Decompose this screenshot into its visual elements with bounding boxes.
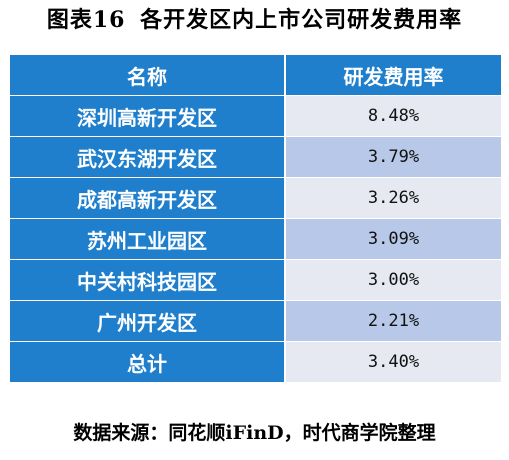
column-header-rate: 研发费用率 <box>285 54 501 96</box>
zone-name-cell: 深圳高新开发区 <box>10 95 286 137</box>
rate-cell: 3.09% <box>285 218 501 260</box>
table-header-row: 名称 研发费用率 <box>10 54 501 96</box>
data-source-note: 数据来源：同花顺iFinD，时代商学院整理 <box>73 422 436 444</box>
figure-label: 图表16 <box>46 7 126 33</box>
zone-name-cell: 广州开发区 <box>10 300 286 342</box>
zone-name-cell: 武汉东湖开发区 <box>10 136 286 178</box>
table-row: 苏州工业园区 3.09% <box>10 218 501 260</box>
zone-name-cell: 中关村科技园区 <box>10 259 286 301</box>
rate-cell: 2.21% <box>285 300 501 342</box>
table-row: 成都高新开发区 3.26% <box>10 177 501 219</box>
table-total-row: 总计 3.40% <box>10 341 501 383</box>
rate-cell: 3.00% <box>285 259 501 301</box>
table-row: 深圳高新开发区 8.48% <box>10 95 501 137</box>
rd-expense-table: 名称 研发费用率 深圳高新开发区 8.48% 武汉东湖开发区 3.79% 成都高… <box>10 54 501 383</box>
rate-cell: 8.48% <box>285 95 501 137</box>
column-header-name: 名称 <box>10 54 286 96</box>
total-rate-cell: 3.40% <box>285 341 501 383</box>
rate-cell: 3.26% <box>285 177 501 219</box>
zone-name-cell: 苏州工业园区 <box>10 218 286 260</box>
total-label-cell: 总计 <box>10 341 286 383</box>
figure-title-text: 各开发区内上市公司研发费用率 <box>140 7 463 33</box>
figure-title: 图表16 各开发区内上市公司研发费用率 <box>0 4 509 36</box>
rate-cell: 3.79% <box>285 136 501 178</box>
table-row: 武汉东湖开发区 3.79% <box>10 136 501 178</box>
table-row: 中关村科技园区 3.00% <box>10 259 501 301</box>
table-row: 广州开发区 2.21% <box>10 300 501 342</box>
zone-name-cell: 成都高新开发区 <box>10 177 286 219</box>
